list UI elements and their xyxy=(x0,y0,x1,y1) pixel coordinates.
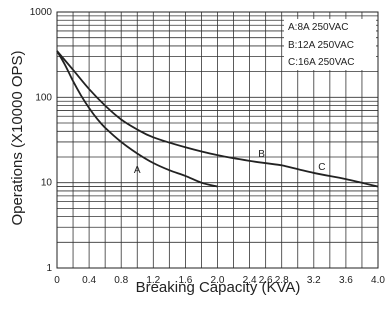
legend: A:8A 250VAC B:12A 250VAC C:16A 250VAC xyxy=(288,22,355,68)
y-tick-label: 10 xyxy=(41,178,53,189)
y-tick-label: 1000 xyxy=(30,7,53,18)
legend-background xyxy=(284,19,376,70)
series-c-line xyxy=(281,164,379,188)
x-tick-label: 0.4 xyxy=(82,275,96,286)
legend-entry-b: B:12A 250VAC xyxy=(288,40,354,51)
legend-entry-c: C:16A 250VAC xyxy=(288,57,355,68)
x-axis-title: Breaking Capacity (KVA) xyxy=(136,279,301,296)
y-tick-label: 1 xyxy=(46,263,52,274)
curve-label-a: A xyxy=(134,165,141,176)
y-tick-label: 100 xyxy=(35,92,52,103)
y-tick-labels: 1 10 100 1000 xyxy=(30,7,53,274)
legend-entry-a: A:8A 250VAC xyxy=(288,22,348,33)
curves xyxy=(56,50,379,188)
x-gridlines xyxy=(56,12,379,268)
x-tick-label: 0 xyxy=(54,275,60,286)
curve-label-b: B xyxy=(258,149,265,160)
curve-label-c: C xyxy=(318,162,325,173)
series-a-line xyxy=(56,50,218,188)
x-tick-label: 3.6 xyxy=(339,275,353,286)
x-tick-label: 2.0 xyxy=(211,275,225,286)
x-tick-label: 4.0 xyxy=(371,275,385,286)
x-tick-label: 2.4 xyxy=(243,275,257,286)
x-tick-labels: 0 0.4 0.8 1.2 1.6 2.0 2.4 2.6 2.8 3.2 3.6 4.0 xyxy=(54,275,385,286)
plot-frame xyxy=(56,11,379,269)
x-tick-label: 0.8 xyxy=(114,275,128,286)
x-tick-label: 1.2 xyxy=(146,275,160,286)
y-axis-title: Operations (X10000 OPS) xyxy=(9,50,26,225)
x-tick-label: 2.6 xyxy=(259,275,273,286)
x-tick-label: 1.6 xyxy=(178,275,192,286)
series-b-line xyxy=(56,50,282,167)
x-tick-label: 2.8 xyxy=(275,275,289,286)
curve-labels: A B C xyxy=(134,149,326,176)
x-tick-label: 3.2 xyxy=(307,275,321,286)
